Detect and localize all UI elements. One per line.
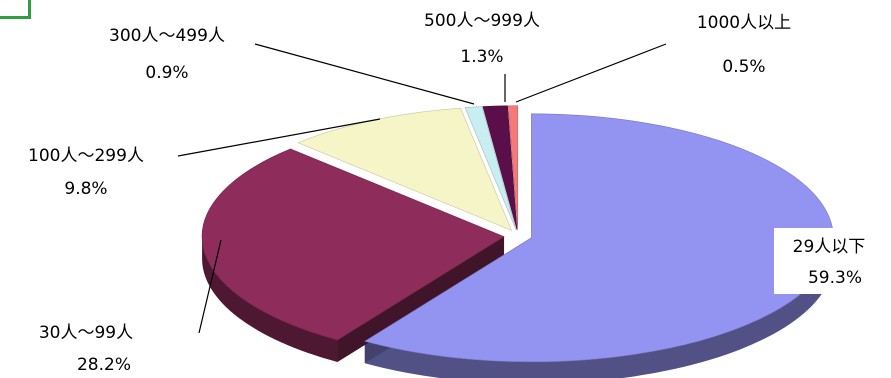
pie-slice-cut bbox=[337, 236, 505, 363]
slice-label-category: 100人～299人 bbox=[28, 146, 144, 166]
slice-label-value: 9.8% bbox=[64, 179, 107, 199]
slice-label-category: 1000人以上 bbox=[697, 13, 791, 33]
slice-label-value: 0.5% bbox=[722, 57, 765, 77]
leader-line bbox=[177, 118, 381, 157]
slice-label-value: 1.3% bbox=[460, 47, 503, 67]
slice-label-value: 59.3% bbox=[808, 268, 862, 288]
pie-slice bbox=[464, 106, 517, 230]
pie-slice-side bbox=[202, 236, 338, 363]
slice-label-background bbox=[774, 228, 886, 294]
slice-label-category: 29人以下 bbox=[793, 237, 866, 257]
corner-frame-mark bbox=[0, 0, 31, 19]
leader-line bbox=[198, 239, 222, 334]
slice-label-value: 28.2% bbox=[77, 355, 131, 375]
slice-label-category: 300人～499人 bbox=[109, 26, 225, 46]
slice-label-category: 500人～999人 bbox=[424, 11, 540, 31]
leader-line bbox=[254, 43, 475, 105]
pie-top-layer bbox=[201, 105, 834, 363]
leader-line bbox=[515, 43, 667, 103]
slice-label-value: 0.9% bbox=[145, 63, 188, 83]
slice-label-category: 30人～99人 bbox=[39, 323, 133, 343]
pie-slice bbox=[201, 148, 505, 341]
pie-slice bbox=[507, 105, 519, 230]
pie-slice bbox=[482, 105, 518, 230]
pie-slice-side bbox=[364, 237, 834, 378]
slice-labels: 29人以下 59.3% 30人～99人 28.2% 100人～299人 9.8%… bbox=[28, 11, 886, 375]
leader-lines bbox=[177, 43, 667, 334]
